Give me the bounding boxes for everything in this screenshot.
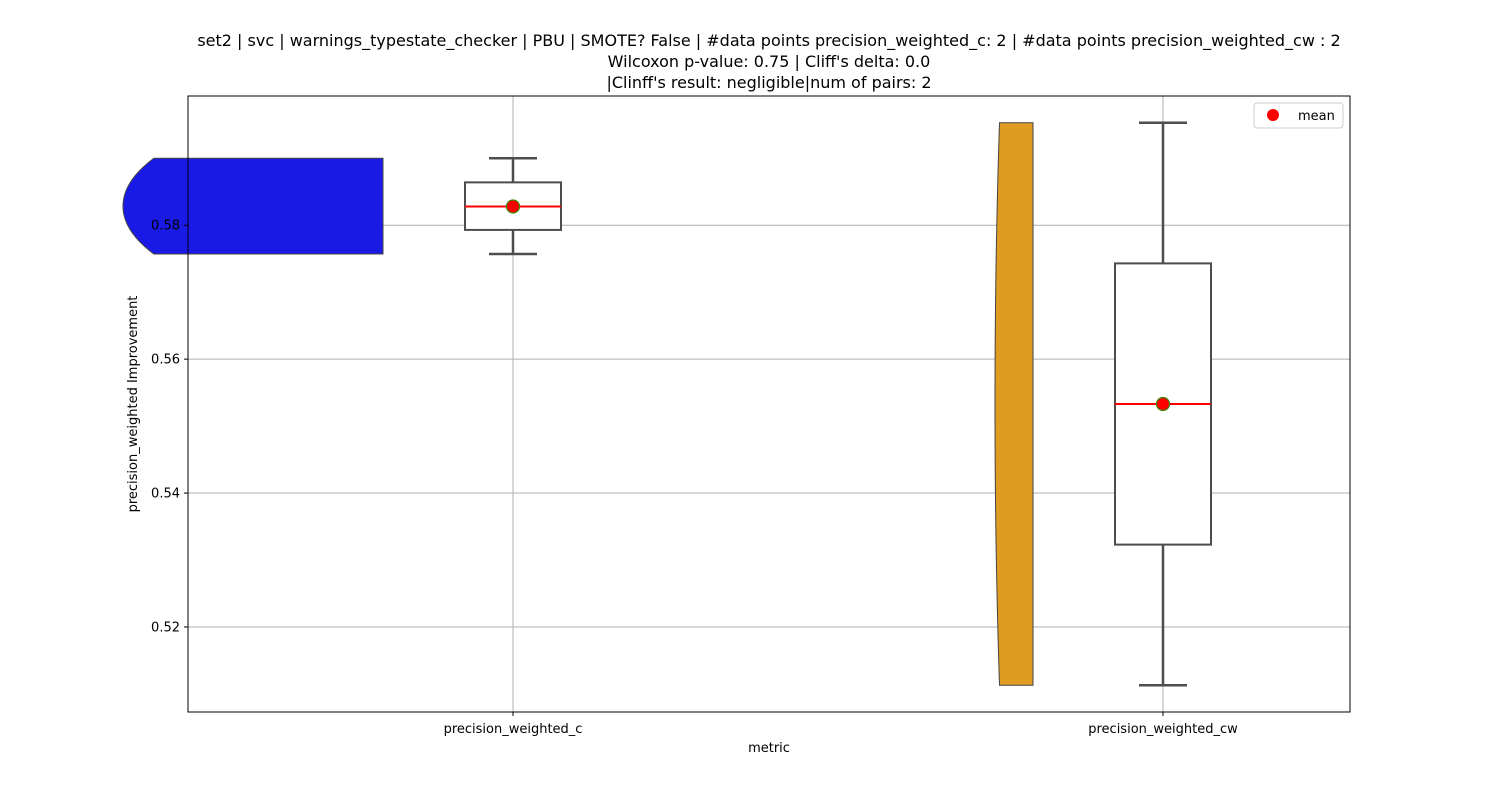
legend-mean-marker (1267, 109, 1279, 121)
plot-area-frame (187, 95, 1351, 713)
title-line-2: Wilcoxon p-value: 0.75 | Cliff's delta: … (608, 52, 931, 71)
legend-mean-label: mean (1298, 109, 1335, 124)
violins (122, 122, 1034, 686)
title-line-3: |Clinff's result: negligible|num of pair… (606, 73, 931, 92)
chart-title: set2 | svc | warnings_typestate_checker … (197, 31, 1340, 92)
y-axis-label: precision_weighted Improvement (126, 296, 141, 513)
legend: mean (1253, 102, 1344, 129)
mean-marker (505, 199, 521, 214)
boxplot-precision_weighted_c (464, 157, 562, 256)
y-tick-label: 0.58 (151, 219, 180, 234)
x-axis-label: metric (748, 741, 790, 756)
violin-precision_weighted_cw (994, 122, 1034, 686)
x-tick-label: precision_weighted_cw (1088, 722, 1238, 737)
y-tick-label: 0.56 (151, 353, 180, 368)
violin-precision_weighted_c (122, 157, 384, 255)
mean-marker (1155, 396, 1171, 412)
legend-box (1253, 102, 1344, 129)
boxplots (464, 121, 1212, 687)
title-line-1: set2 | svc | warnings_typestate_checker … (197, 31, 1340, 51)
boxplot-precision_weighted_cw (1114, 121, 1212, 687)
x-tick-label: precision_weighted_c (444, 722, 583, 737)
y-tick-label: 0.52 (151, 620, 180, 635)
x-axis-ticks: precision_weighted_c precision_weighted_c… (444, 712, 1238, 737)
y-tick-label: 0.54 (151, 487, 180, 502)
y-axis-ticks: 0.52 0.54 0.56 0.58 (151, 219, 188, 635)
